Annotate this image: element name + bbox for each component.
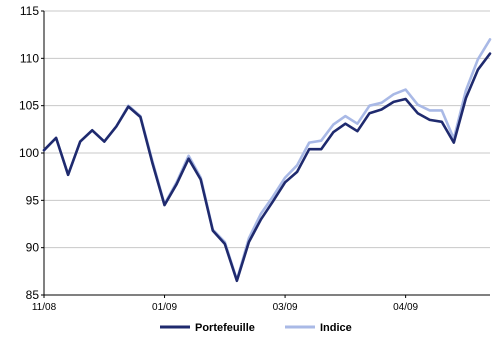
y-tick-label-95: 95 (26, 193, 40, 207)
legend: Portefeuille Indice (160, 322, 352, 334)
legend-label-indice: Indice (320, 322, 352, 334)
x-tick-label-04-09: 04/09 (393, 302, 418, 313)
x-tick-label-01-09: 01/09 (152, 302, 177, 313)
x-tick-label-11-08: 11/08 (32, 302, 57, 313)
y-tick-labels: 85 90 95 100 105 110 115 (19, 4, 39, 302)
x-tick-label-03-09: 03/09 (273, 302, 298, 313)
y-tick-label-85: 85 (26, 288, 40, 302)
y-tick-label-90: 90 (26, 241, 40, 255)
y-tick-label-100: 100 (19, 146, 39, 160)
y-tick-label-105: 105 (19, 99, 39, 113)
legend-label-portefeuille: Portefeuille (195, 322, 255, 334)
y-tick-label-115: 115 (20, 4, 39, 18)
y-tick-label-110: 110 (20, 51, 39, 65)
grid-lines (44, 10, 490, 249)
series-line-indice (42, 38, 492, 282)
series-line-portefeuille (42, 52, 492, 283)
series-lines (42, 38, 492, 283)
axes (41, 10, 490, 298)
